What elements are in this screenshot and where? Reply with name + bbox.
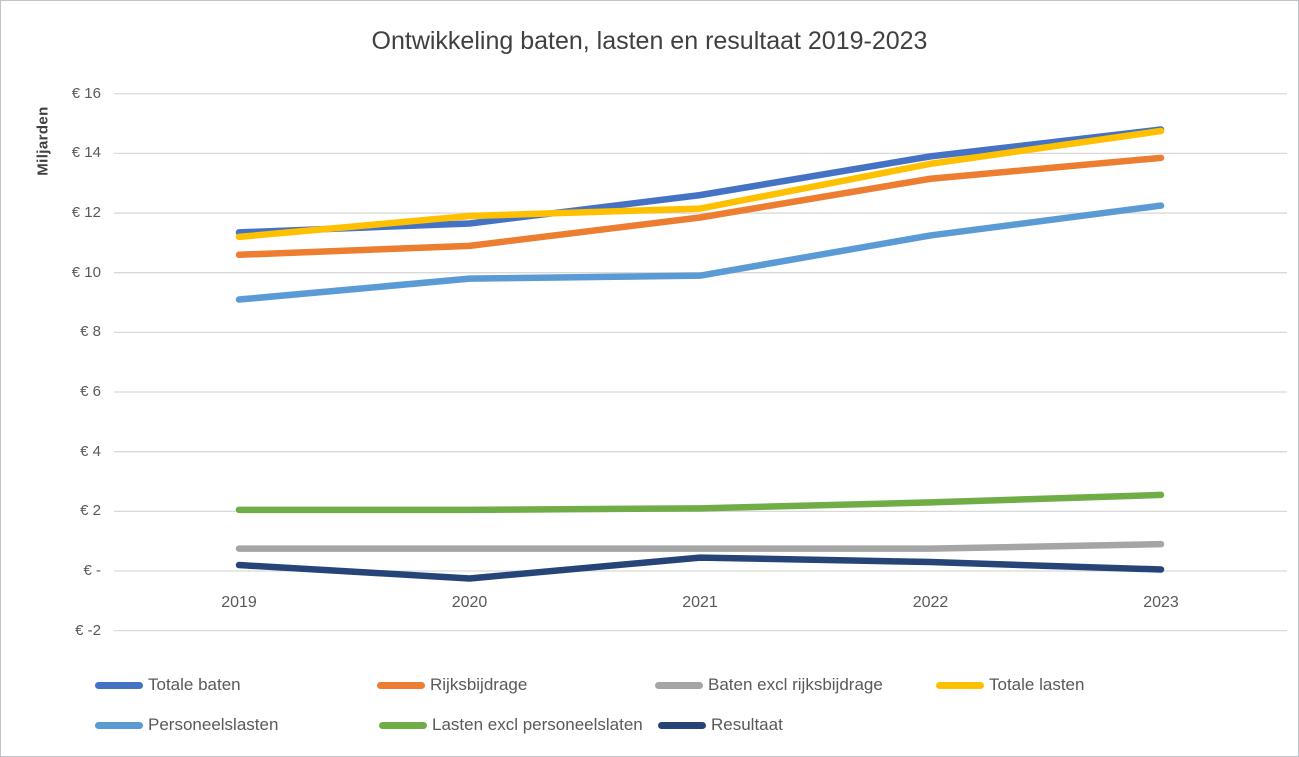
series-line-totale-lasten [235, 127, 1165, 241]
y-tick-label: € 12 [71, 204, 101, 222]
y-tick-label: € 14 [71, 144, 101, 162]
x-tick-label: 2021 [682, 594, 718, 611]
legend-label: Lasten excl personeelslaten [432, 715, 643, 734]
legend-item-resultaat: Resultaat [658, 714, 783, 736]
legend-label: Rijksbijdrage [430, 675, 528, 694]
legend-swatch-icon [377, 681, 425, 689]
legend-item-totale-lasten: Totale lasten [936, 674, 1084, 696]
y-tick-label: € 2 [80, 502, 101, 520]
x-tick-label: 2022 [912, 594, 949, 611]
legend-item-totale-baten: Totale baten [95, 674, 241, 696]
legend-item-baten-excl-rijksbijdrage: Baten excl rijksbijdrage [655, 674, 883, 696]
x-tick-label: 2023 [1143, 594, 1179, 611]
series-line-personeelslasten [235, 202, 1165, 303]
series-line-resultaat [235, 554, 1165, 582]
y-tick-label: € 8 [80, 323, 101, 341]
y-tick-label: € 10 [71, 263, 101, 281]
chart-title: Ontwikkeling baten, lasten en resultaat … [371, 27, 928, 55]
legend-swatch-icon [655, 681, 703, 689]
legend-label: Personeelslasten [148, 715, 279, 734]
legend-swatch-icon [95, 681, 143, 689]
legend-label: Resultaat [711, 715, 783, 734]
series-line-baten-excl-rijksbijdrage [235, 540, 1165, 552]
legend-item-personeelslasten: Personeelslasten [95, 714, 278, 736]
y-tick-label: € -2 [75, 621, 101, 639]
legend-swatch-icon [936, 681, 984, 689]
series-line-totale-baten [235, 126, 1165, 236]
legend-swatch-icon [658, 721, 706, 729]
series-line-lasten-excl-personeelslaten [235, 491, 1165, 514]
legend-label: Totale baten [148, 675, 241, 694]
legend-item-lasten-excl-personeelslaten: Lasten excl personeelslaten [379, 714, 643, 736]
legend-label: Baten excl rijksbijdrage [708, 675, 883, 694]
x-tick-label: 2020 [451, 594, 488, 611]
y-tick-label: € - [83, 562, 101, 579]
legend-swatch-icon [379, 721, 427, 729]
legend-label: Totale lasten [989, 675, 1085, 694]
legend-item-rijksbijdrage: Rijksbijdrage [377, 674, 527, 696]
series-line-rijksbijdrage [235, 154, 1165, 259]
y-tick-label: € 16 [71, 84, 101, 102]
x-tick-label: 2019 [221, 594, 257, 611]
y-tick-label: € 6 [80, 383, 101, 401]
legend-swatch-icon [95, 721, 143, 729]
y-tick-label: € 4 [80, 442, 101, 460]
